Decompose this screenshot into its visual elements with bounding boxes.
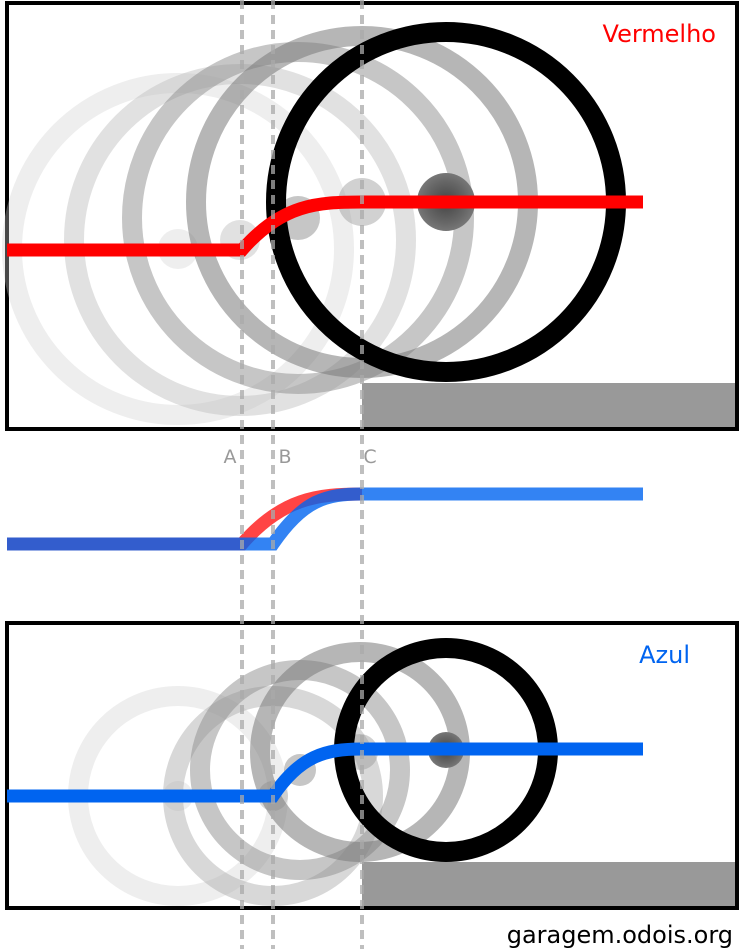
bottom-panel-title: Azul	[639, 641, 690, 669]
guide-lines	[240, 0, 364, 949]
marker-labels: A B C	[224, 446, 377, 468]
marker-label-a: A	[224, 446, 237, 468]
bottom-panel: Azul	[5, 621, 739, 910]
comparison-blue-path	[7, 487, 643, 551]
bottom-step-block	[362, 862, 735, 906]
marker-label-b: B	[278, 446, 291, 468]
marker-label-c: C	[363, 446, 376, 468]
comparison-paths	[7, 487, 643, 551]
red-trajectory	[7, 195, 643, 257]
blue-trajectory	[7, 742, 643, 803]
footer-credit: garagem.odois.org	[507, 921, 733, 949]
top-panel-title: Vermelho	[603, 20, 716, 48]
top-step-block	[362, 383, 735, 427]
top-panel: Vermelho	[2, 1, 739, 431]
